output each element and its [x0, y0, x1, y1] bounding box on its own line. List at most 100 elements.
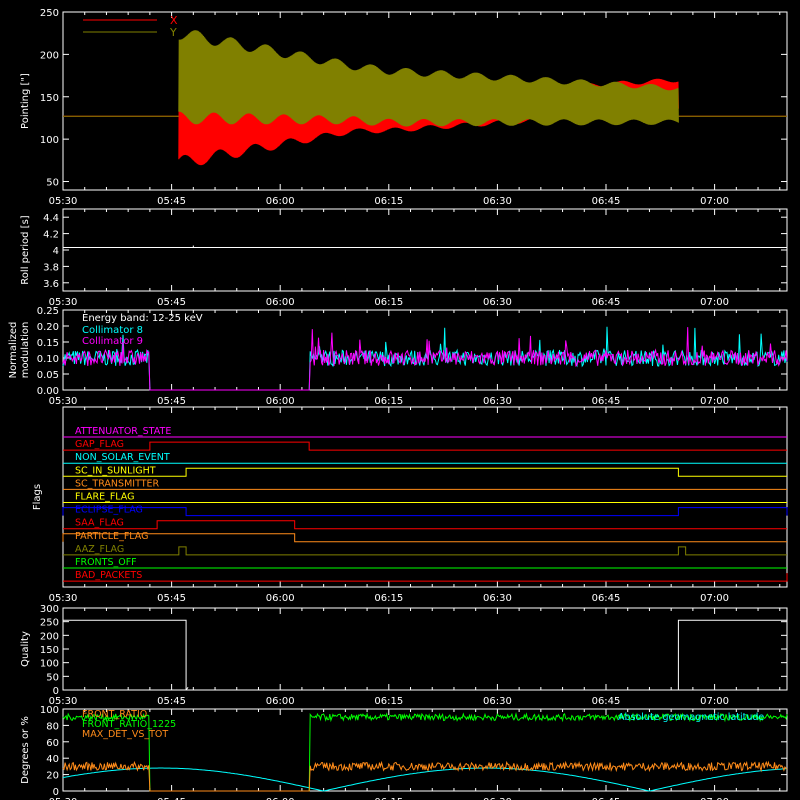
legend-label: Y [169, 26, 177, 39]
x-tick-label: 06:30 [483, 396, 512, 407]
y-tick-label: 4 [53, 246, 59, 257]
y-tick-label: 50 [46, 672, 59, 683]
y-axis-label: Flags [32, 484, 43, 510]
x-tick-label: 05:45 [157, 396, 186, 407]
y-tick-label: 0.20 [37, 322, 59, 333]
legend-label: FRONT_RATIO [82, 709, 147, 720]
flag-label: SC_IN_SUNLIGHT [75, 465, 156, 476]
panel-modulation: 05:30 05:45 06:00 06:15 06:30 06:45 07:00 0.00 0… [8, 306, 788, 407]
panel-frame [62, 309, 788, 391]
y-tick-label: 3.8 [43, 262, 59, 273]
x-tick-label: 07:00 [700, 297, 729, 308]
y-tick-label: 250 [40, 8, 59, 19]
series-collimator-8 [62, 326, 788, 391]
x-tick-label: 07:00 [700, 196, 729, 207]
series-collimator-9 [62, 327, 788, 391]
x-tick-label: 06:15 [374, 797, 403, 800]
x-tick-label: 05:45 [157, 797, 186, 800]
y-tick-label: 80 [46, 721, 59, 732]
x-tick-label: 05:30 [49, 797, 78, 800]
x-tick-label: 07:00 [700, 797, 729, 800]
flag-line-eclipse-flag [62, 507, 788, 517]
y-tick-label: 0 [53, 686, 59, 697]
series-Y-line [178, 30, 679, 127]
flag-label: BAD_PACKETS [75, 570, 142, 581]
flag-label: ECLIPSE_FLAG [75, 505, 143, 516]
series-geomagnetic-latitude [62, 767, 788, 792]
panel-frame [62, 406, 788, 588]
y-tick-label: 0 [53, 787, 59, 798]
y-axis-label: Roll period [s] [20, 215, 31, 284]
panel-frame [62, 708, 788, 792]
y-tick-label: 60 [46, 738, 59, 749]
x-tick-label: 05:45 [157, 196, 186, 207]
y-axis-label: Degrees or % [20, 716, 31, 784]
x-tick-label: 06:30 [483, 196, 512, 207]
flag-label: SAA_FLAG [75, 518, 124, 529]
y-tick-label: 0.00 [37, 386, 59, 397]
flag-label: PARTICLE_FLAG [75, 531, 148, 542]
x-tick-label: 07:00 [700, 593, 729, 604]
y-tick-label: 200 [40, 50, 59, 61]
y-tick-label: 150 [40, 645, 59, 656]
x-tick-label: 06:45 [592, 196, 621, 207]
y-axis-label: Pointing ["] [20, 73, 31, 129]
flag-line-aaz-flag [63, 546, 787, 556]
y-tick-label: 100 [40, 705, 59, 716]
x-tick-label: 06:45 [592, 797, 621, 800]
x-tick-label: 06:45 [592, 297, 621, 308]
energy-band-annotation: Energy band: 12-25 keV [82, 313, 203, 324]
x-tick-label: 06:30 [483, 593, 512, 604]
y-tick-label: 50 [46, 178, 59, 189]
legend-label: Collimator 8 [82, 325, 143, 336]
x-tick-label: 05:45 [157, 297, 186, 308]
x-tick-label: 06:45 [592, 696, 621, 707]
x-tick-label: 05:30 [49, 297, 78, 308]
y-tick-label: 300 [40, 604, 59, 615]
x-tick-label: 05:30 [49, 696, 78, 707]
x-tick-label: 05:45 [157, 593, 186, 604]
x-tick-label: 06:15 [374, 593, 403, 604]
legend-label: Collimator 9 [82, 336, 143, 347]
x-tick-label: 05:30 [49, 196, 78, 207]
x-tick-label: 06:45 [592, 396, 621, 407]
panel-frame [62, 11, 788, 191]
flag-line-gap-flag [63, 441, 787, 451]
x-tick-label: 06:30 [483, 797, 512, 800]
x-tick-label: 05:45 [157, 696, 186, 707]
x-tick-label: 06:30 [483, 297, 512, 308]
y-axis-label: Quality [20, 631, 31, 667]
x-tick-label: 05:30 [49, 396, 78, 407]
y-axis-label: Normalized [8, 322, 19, 379]
flag-label: FLARE_FLAG [75, 492, 135, 503]
quality-blip [185, 686, 189, 691]
y-tick-label: 0.25 [37, 306, 59, 317]
flag-label: FRONTS_OFF [75, 557, 137, 568]
legend-label: FRONT_RATIO_1225 [82, 719, 176, 730]
panel-frame [62, 208, 788, 292]
x-tick-label: 06:00 [266, 696, 295, 707]
y-tick-label: 100 [40, 659, 59, 670]
panel-ratios: 05:30 05:45 06:00 06:15 06:30 06:45 07:00 0 20 40… [20, 705, 788, 800]
x-tick-label: 06:00 [266, 797, 295, 800]
quality-segment [62, 619, 187, 690]
x-tick-label: 06:00 [266, 593, 295, 604]
legend-label: MAX_DET_VS_TOT [82, 729, 168, 740]
flag-line-bad-packets [63, 573, 788, 582]
panel-quality: 05:30 05:45 06:00 06:15 06:30 06:45 07:00 0 50 10… [20, 604, 788, 707]
y-tick-label: 150 [40, 93, 59, 104]
flag-label: NON_SOLAR_EVENT [75, 452, 170, 463]
flag-label: AAZ_FLAG [75, 544, 124, 555]
series-front-ratio [62, 760, 788, 792]
y-tick-label: 20 [46, 771, 59, 782]
flag-line-sc-in-sunlight [63, 467, 787, 477]
y-tick-label: 0.05 [37, 370, 59, 381]
y-tick-label: 100 [40, 135, 59, 146]
x-tick-label: 06:15 [374, 196, 403, 207]
flag-line-particle-flag [62, 533, 787, 543]
x-tick-label: 06:00 [266, 297, 295, 308]
x-tick-label: 07:00 [700, 396, 729, 407]
panel-pointing: 05:30 05:45 06:00 06:15 06:30 06:45 07:00 50 100… [20, 8, 788, 207]
x-tick-label: 07:00 [700, 696, 729, 707]
